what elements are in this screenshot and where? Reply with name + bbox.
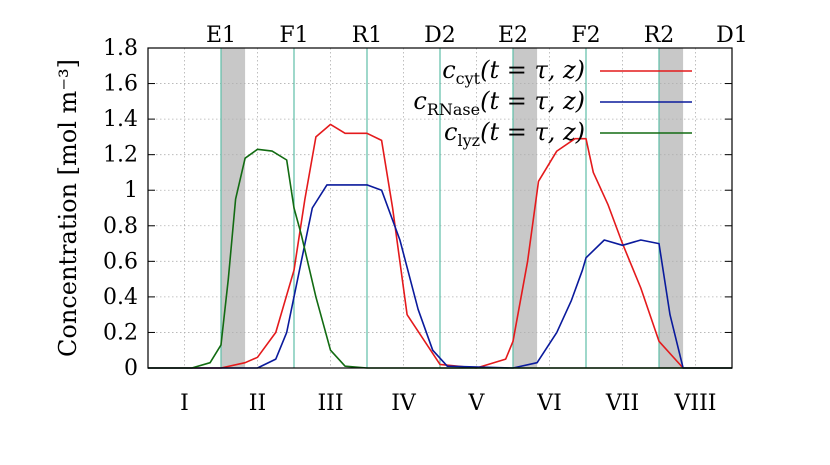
top-label-e1: E1 — [206, 23, 236, 48]
plot-frame — [147, 47, 733, 369]
y-tick-label: 0.6 — [103, 249, 138, 274]
region-label: I — [180, 391, 189, 416]
y-tick-label: 1.8 — [103, 36, 138, 61]
shaded-band-2 — [513, 48, 538, 368]
y-tick-label: 0.4 — [103, 285, 138, 310]
region-label: II — [249, 391, 266, 416]
legend-label-cyt: ccyt(t = τ, z) — [442, 56, 585, 88]
region-label: VI — [536, 391, 562, 416]
region-label: V — [468, 391, 486, 416]
top-label-d1: D1 — [716, 23, 748, 48]
top-label-d2: D2 — [424, 23, 456, 48]
y-tick-label: 1.6 — [103, 72, 138, 97]
region-label: VIII — [674, 391, 717, 416]
legend-label-rnase: cRNase(t = τ, z) — [413, 87, 585, 119]
y-tick-label: 1 — [124, 178, 138, 203]
series-line-lyz — [148, 148, 732, 369]
y-axis-ticks: 0 0.2 0.4 0.6 0.8 1 1.2 1.4 1.6 1.8 — [103, 36, 732, 381]
boundary-lines — [220, 48, 660, 368]
legend-label-lyz: clyz(t = τ, z) — [444, 118, 585, 150]
shaded-band-1 — [221, 48, 246, 368]
region-label: VII — [605, 391, 639, 416]
top-label-e2: E2 — [498, 23, 528, 48]
top-label-f1: F1 — [279, 23, 308, 48]
y-tick-label: 1.2 — [103, 143, 138, 168]
series-line-rnase — [148, 184, 732, 369]
y-tick-label: 0.2 — [103, 320, 138, 345]
region-labels: I II III IV V VI VII VIII — [180, 391, 716, 416]
y-tick-label: 0 — [124, 356, 138, 381]
series-lines — [148, 123, 732, 369]
y-tick-label: 0.8 — [103, 214, 138, 239]
region-label: IV — [391, 391, 417, 416]
y-tick-label: 1.4 — [103, 107, 138, 132]
top-label-f2: F2 — [571, 23, 600, 48]
top-label-r2: R2 — [644, 23, 675, 48]
top-label-r1: R1 — [352, 23, 383, 48]
legend: ccyt(t = τ, z)cRNase(t = τ, z)clyz(t = τ… — [413, 56, 692, 150]
top-labels: E1 F1 R1 D2 E2 F2 R2 D1 — [206, 23, 748, 48]
shaded-bands — [221, 48, 684, 368]
y-axis-label: Concentration [mol m⁻³] — [54, 59, 82, 357]
region-label: III — [317, 391, 343, 416]
